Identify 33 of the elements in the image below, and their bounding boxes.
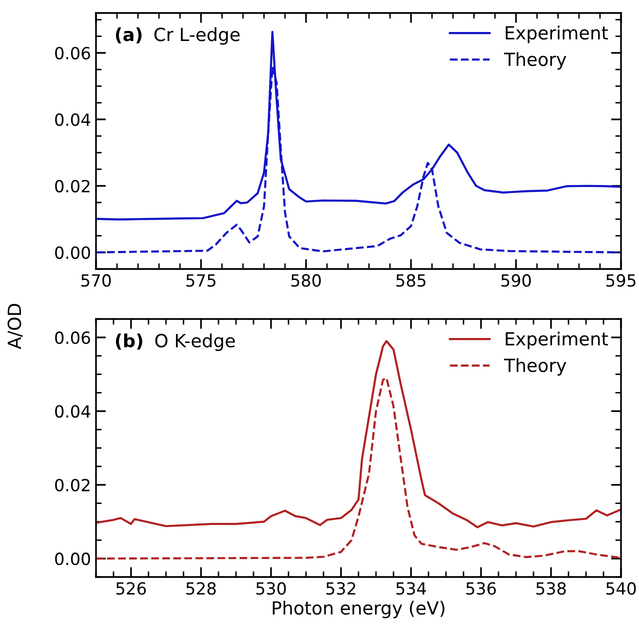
x-tick-label: 536	[466, 582, 496, 595]
annotation: Cr L-edge	[154, 27, 240, 45]
y-tick-label: 0.02	[55, 180, 90, 192]
y-tick-label: 0.00	[55, 552, 90, 566]
y-axis-title: A/OD	[8, 304, 23, 350]
x-tick-label: 580	[291, 274, 321, 287]
legend-label: Experiment	[506, 332, 608, 350]
x-tick-label: 532	[326, 582, 356, 595]
x-tick-label: 590	[501, 274, 531, 287]
legend-label: Theory	[504, 52, 566, 70]
x-tick-label: 530	[256, 582, 286, 595]
x-tick-label: 595	[606, 274, 636, 287]
y-tick-label: 0.06	[55, 331, 90, 344]
x-tick-label: 570	[81, 274, 111, 287]
x-tick-label: 528	[186, 582, 216, 595]
y-tick-label: 0.04	[55, 405, 90, 418]
legend-label: Theory	[504, 358, 566, 376]
x-tick-label: 575	[186, 274, 216, 287]
y-tick-label: 0.00	[55, 246, 90, 259]
x-tick-label: 538	[536, 582, 566, 595]
line-series	[96, 376, 621, 560]
y-tick-label: 0.06	[55, 46, 90, 60]
x-tick-label: 540	[606, 582, 636, 595]
annotation: O K-edge	[155, 333, 235, 351]
x-tick-label: 526	[116, 582, 146, 595]
annotation: (b)	[116, 333, 142, 350]
annotation: (a)	[116, 27, 142, 44]
y-tick-label: 0.04	[55, 113, 90, 126]
x-axis-title: Photon energy (eV)	[272, 600, 444, 618]
x-tick-label: 534	[396, 582, 426, 595]
legend-label: Experiment	[506, 26, 608, 44]
y-tick-label: 0.02	[55, 478, 90, 492]
x-tick-label: 585	[396, 274, 426, 287]
